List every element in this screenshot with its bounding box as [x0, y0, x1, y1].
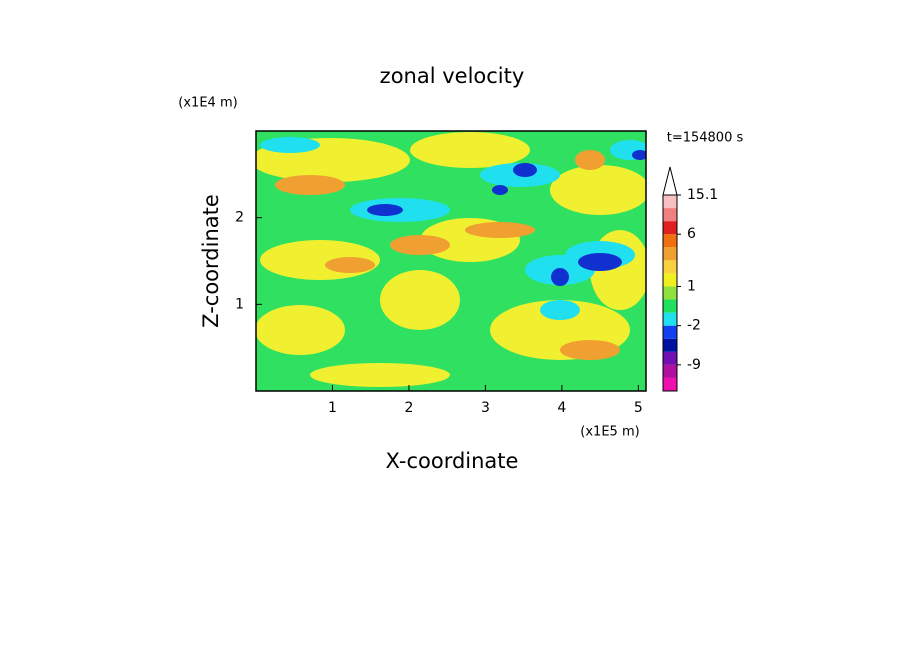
x-unit: (x1E5 m)	[580, 425, 639, 440]
colorbar-label: -9	[687, 357, 701, 373]
colorbar-label: 1	[687, 278, 696, 294]
colorbar-segment	[663, 299, 677, 313]
colorbar-frame	[662, 194, 678, 392]
contour-field	[256, 131, 646, 391]
colorbar-segment	[663, 312, 677, 326]
y-unit: (x1E4 m)	[178, 96, 237, 111]
colorbar-label: 6	[687, 226, 696, 242]
colorbar-segment	[663, 351, 677, 365]
x-tick-label: 2	[404, 400, 413, 416]
colorbar-segment	[663, 208, 677, 222]
y-tick-label: 2	[235, 210, 244, 226]
colorbar-segment	[663, 286, 677, 300]
colorbar-segment	[663, 364, 677, 378]
x-tick-label: 3	[481, 400, 490, 416]
colorbar-segment	[663, 377, 677, 391]
colorbar-segment	[663, 273, 677, 287]
colorbar-segment	[663, 260, 677, 274]
colorbar-label: 15.1	[687, 187, 718, 203]
x-axis-title: X-coordinate	[386, 449, 519, 473]
colorbar-overflow	[662, 166, 678, 196]
chart-title: zonal velocity	[380, 64, 525, 88]
plot-frame	[255, 130, 647, 392]
colorbar-segment	[663, 234, 677, 248]
colorbar-segment	[663, 325, 677, 339]
x-tick-label: 5	[634, 400, 643, 416]
x-tick-label: 4	[557, 400, 566, 416]
x-tick-label: 1	[328, 400, 337, 416]
colorbar-segment	[663, 221, 677, 235]
y-tick-label: 1	[235, 296, 244, 312]
contour-fill	[275, 150, 620, 360]
contour-fill	[367, 150, 646, 286]
colorbar-segment	[663, 247, 677, 261]
time-label: t=154800 s	[667, 131, 744, 146]
colorbar-segment	[663, 338, 677, 352]
colorbar-label: -2	[687, 318, 701, 334]
colorbar-segment	[663, 195, 677, 209]
y-axis-title: Z-coordinate	[199, 194, 223, 328]
